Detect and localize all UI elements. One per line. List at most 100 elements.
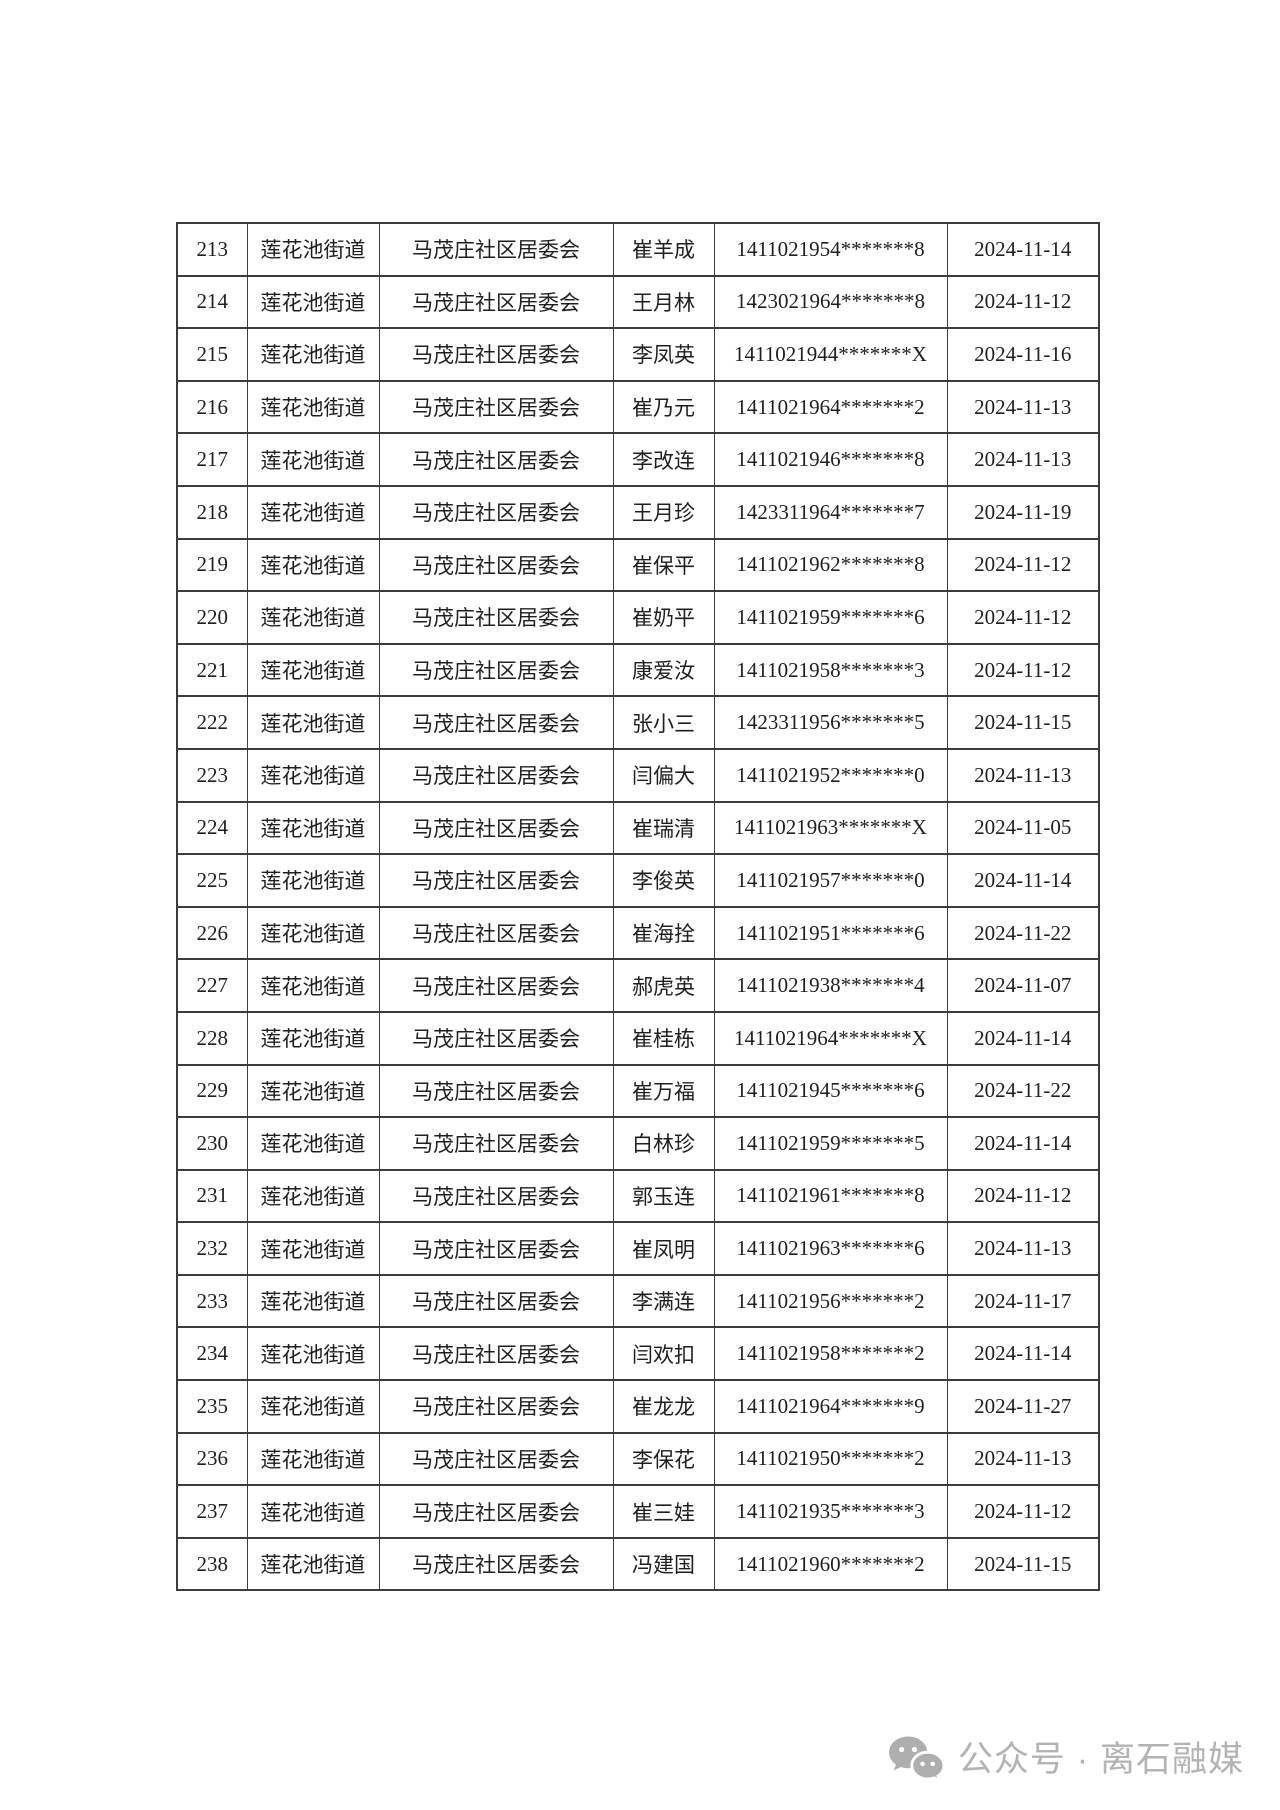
cell-id: 1423311956*******5 — [713, 695, 948, 750]
cell-date: 2024-11-22 — [946, 1063, 1100, 1119]
cell-street: 莲花池街道 — [246, 642, 380, 698]
table-row: 227 莲花池街道 马茂庄社区居委会 郝虎英 1411021938*******4 202… — [176, 958, 1100, 1013]
cell-id: 1411021959*******6 — [713, 590, 948, 645]
cell-community: 马茂庄社区居委会 — [378, 1431, 614, 1487]
table-row: 232 莲花池街道 马茂庄社区居委会 崔凤明 1411021963*******6 202… — [176, 1221, 1100, 1276]
cell-no: 227 — [176, 958, 248, 1013]
cell-date: 2024-11-05 — [946, 800, 1100, 856]
cell-no: 228 — [176, 1010, 248, 1066]
cell-id: 1411021958*******2 — [713, 1326, 948, 1382]
cell-no: 237 — [176, 1484, 248, 1539]
cell-street: 莲花池街道 — [246, 1221, 380, 1276]
cell-date: 2024-11-27 — [946, 1379, 1100, 1434]
cell-name: 崔保平 — [612, 537, 715, 593]
cell-community: 马茂庄社区居委会 — [378, 274, 614, 330]
watermark: 公众号 · 离石融媒 — [887, 1735, 1244, 1783]
cell-id: 1411021935*******3 — [713, 1484, 948, 1539]
cell-name: 崔凤明 — [612, 1221, 715, 1276]
cell-community: 马茂庄社区居委会 — [378, 1536, 614, 1592]
cell-community: 马茂庄社区居委会 — [378, 1326, 614, 1382]
cell-name: 崔羊成 — [612, 222, 715, 277]
cell-no: 222 — [176, 695, 248, 750]
cell-name: 崔龙龙 — [612, 1379, 715, 1434]
cell-community: 马茂庄社区居委会 — [378, 590, 614, 645]
table-row: 221 莲花池街道 马茂庄社区居委会 康爱汝 1411021958*******3 202… — [176, 642, 1100, 698]
table-row: 213 莲花池街道 马茂庄社区居委会 崔羊成 1411021954*******8 202… — [176, 222, 1100, 277]
cell-street: 莲花池街道 — [246, 274, 380, 330]
cell-community: 马茂庄社区居委会 — [378, 484, 614, 540]
cell-street: 莲花池街道 — [246, 1168, 380, 1224]
cell-community: 马茂庄社区居委会 — [378, 800, 614, 856]
cell-date: 2024-11-13 — [946, 1431, 1100, 1487]
cell-community: 马茂庄社区居委会 — [378, 537, 614, 593]
cell-street: 莲花池街道 — [246, 1010, 380, 1066]
cell-name: 郭玉连 — [612, 1168, 715, 1224]
cell-no: 234 — [176, 1326, 248, 1382]
cell-street: 莲花池街道 — [246, 327, 380, 382]
table-row: 224 莲花池街道 马茂庄社区居委会 崔瑞清 1411021963*******X 202… — [176, 800, 1100, 856]
table-row: 236 莲花池街道 马茂庄社区居委会 李保花 1411021950*******2 202… — [176, 1431, 1100, 1487]
cell-no: 236 — [176, 1431, 248, 1487]
cell-community: 马茂庄社区居委会 — [378, 1379, 614, 1434]
cell-id: 1411021958*******3 — [713, 642, 948, 698]
cell-community: 马茂庄社区居委会 — [378, 1116, 614, 1171]
table-row: 235 莲花池街道 马茂庄社区居委会 崔龙龙 1411021964*******9 202… — [176, 1379, 1100, 1434]
cell-street: 莲花池街道 — [246, 1484, 380, 1539]
cell-community: 马茂庄社区居委会 — [378, 222, 614, 277]
cell-date: 2024-11-19 — [946, 484, 1100, 540]
cell-name: 张小三 — [612, 695, 715, 750]
cell-no: 232 — [176, 1221, 248, 1276]
cell-date: 2024-11-12 — [946, 1484, 1100, 1539]
cell-community: 马茂庄社区居委会 — [378, 432, 614, 487]
cell-street: 莲花池街道 — [246, 379, 380, 435]
cell-name: 李保花 — [612, 1431, 715, 1487]
table-row: 219 莲花池街道 马茂庄社区居委会 崔保平 1411021962*******8 202… — [176, 537, 1100, 593]
cell-no: 221 — [176, 642, 248, 698]
cell-no: 229 — [176, 1063, 248, 1119]
table-row: 234 莲花池街道 马茂庄社区居委会 闫欢扣 1411021958*******2 202… — [176, 1326, 1100, 1382]
cell-id: 1411021952*******0 — [713, 747, 948, 803]
cell-no: 225 — [176, 853, 248, 908]
cell-id: 1411021963*******X — [713, 800, 948, 856]
cell-date: 2024-11-13 — [946, 432, 1100, 487]
cell-date: 2024-11-14 — [946, 1010, 1100, 1066]
cell-date: 2024-11-12 — [946, 274, 1100, 330]
cell-no: 218 — [176, 484, 248, 540]
cell-name: 李凤英 — [612, 327, 715, 382]
cell-name: 崔海拴 — [612, 905, 715, 961]
cell-no: 226 — [176, 905, 248, 961]
cell-name: 李改连 — [612, 432, 715, 487]
cell-community: 马茂庄社区居委会 — [378, 747, 614, 803]
cell-community: 马茂庄社区居委会 — [378, 853, 614, 908]
cell-street: 莲花池街道 — [246, 222, 380, 277]
table-row: 217 莲花池街道 马茂庄社区居委会 李改连 1411021946*******8 202… — [176, 432, 1100, 487]
cell-name: 李满连 — [612, 1273, 715, 1329]
cell-id: 1411021960*******2 — [713, 1536, 948, 1592]
cell-no: 231 — [176, 1168, 248, 1224]
cell-street: 莲花池街道 — [246, 695, 380, 750]
cell-community: 马茂庄社区居委会 — [378, 642, 614, 698]
watermark-text: 公众号 · 离石融媒 — [957, 1739, 1244, 1779]
table-row: 220 莲花池街道 马茂庄社区居委会 崔奶平 1411021959*******6 202… — [176, 590, 1100, 645]
cell-name: 王月珍 — [612, 484, 715, 540]
cell-id: 1411021962*******8 — [713, 537, 948, 593]
cell-date: 2024-11-15 — [946, 695, 1100, 750]
cell-name: 李俊英 — [612, 853, 715, 908]
cell-community: 马茂庄社区居委会 — [378, 905, 614, 961]
cell-community: 马茂庄社区居委会 — [378, 1010, 614, 1066]
cell-name: 崔万福 — [612, 1063, 715, 1119]
cell-street: 莲花池街道 — [246, 590, 380, 645]
cell-id: 1411021957*******0 — [713, 853, 948, 908]
cell-date: 2024-11-22 — [946, 905, 1100, 961]
cell-community: 马茂庄社区居委会 — [378, 1221, 614, 1276]
cell-name: 王月林 — [612, 274, 715, 330]
cell-no: 235 — [176, 1379, 248, 1434]
cell-no: 224 — [176, 800, 248, 856]
cell-date: 2024-11-12 — [946, 537, 1100, 593]
cell-name: 郝虎英 — [612, 958, 715, 1013]
cell-no: 220 — [176, 590, 248, 645]
table-row: 238 莲花池街道 马茂庄社区居委会 冯建国 1411021960*******2 202… — [176, 1536, 1100, 1592]
cell-street: 莲花池街道 — [246, 1431, 380, 1487]
table-row: 218 莲花池街道 马茂庄社区居委会 王月珍 1423311964*******7 202… — [176, 484, 1100, 540]
cell-street: 莲花池街道 — [246, 1273, 380, 1329]
